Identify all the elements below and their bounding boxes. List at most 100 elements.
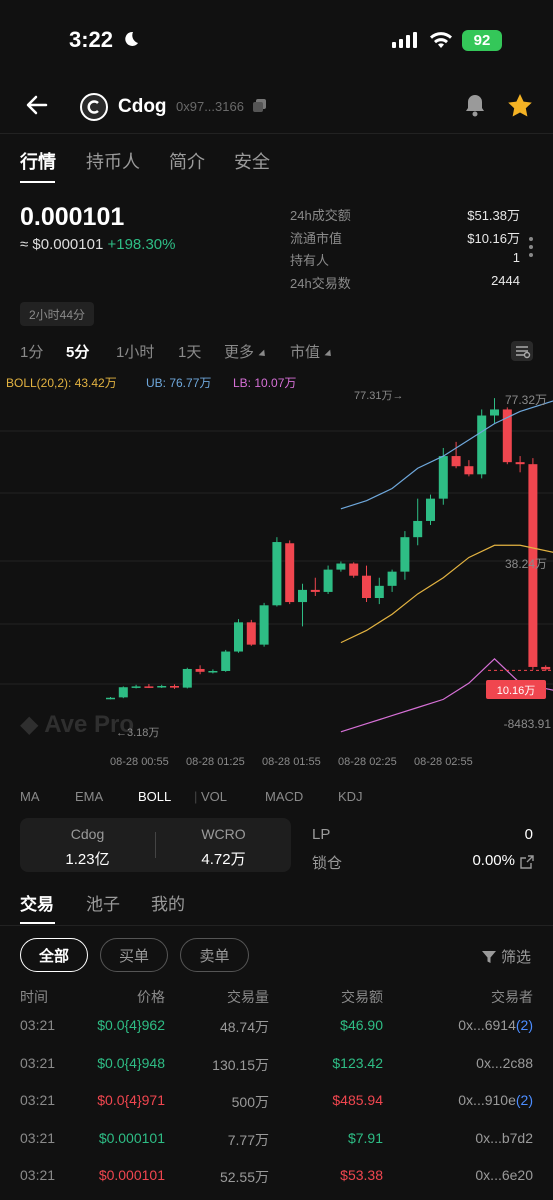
tab-security[interactable]: 安全	[234, 152, 270, 172]
filter-button[interactable]: 筛选	[482, 946, 531, 967]
lp-value: 0	[524, 826, 533, 843]
header-amount: 交易额	[341, 989, 383, 1005]
liquidity-separator	[155, 832, 156, 858]
candle-up	[336, 563, 346, 570]
tab-mine[interactable]: 我的	[151, 895, 185, 914]
star-icon[interactable]	[506, 92, 534, 120]
candle-up	[272, 542, 282, 606]
trade-price: $0.0{4}962	[97, 1017, 165, 1033]
candle-down	[515, 462, 525, 465]
status-time: 3:22	[69, 27, 114, 52]
candle-up	[259, 605, 269, 645]
signal-icon	[392, 32, 417, 48]
x-axis-label-2: 08-28 01:25	[186, 756, 245, 768]
tab-pools[interactable]: 池子	[86, 895, 120, 914]
boll-lower-band	[340, 658, 553, 733]
tab-market[interactable]: 行情	[20, 152, 56, 172]
liquidity-pair-name: WCRO	[201, 826, 246, 842]
interval-mcap[interactable]: 市值	[290, 341, 334, 362]
bell-icon[interactable]	[462, 92, 488, 118]
trade-time: 03:21	[20, 1092, 56, 1108]
tab-intro[interactable]: 简介	[169, 152, 205, 172]
candle-down	[246, 622, 256, 645]
trade-trader[interactable]: 0x...6e20	[475, 1167, 533, 1183]
stat-label-volume: 24h成交额	[290, 208, 351, 223]
trade-amount: $485.94	[332, 1092, 383, 1108]
trade-trader[interactable]: 0x...6914(2)	[458, 1017, 533, 1033]
boll-upper-band	[340, 400, 553, 510]
interval-5m[interactable]: 5分	[66, 344, 90, 361]
candle-down	[541, 666, 551, 670]
candle-down	[349, 563, 359, 576]
chart-settings-icon[interactable]	[510, 340, 534, 362]
trade-trader[interactable]: 0x...910e(2)	[458, 1092, 533, 1108]
token-name: Cdog	[118, 96, 167, 117]
candle-down	[464, 466, 474, 475]
filter-label: 筛选	[501, 949, 532, 966]
external-link-icon[interactable]	[520, 855, 534, 869]
indicator-macd[interactable]: MACD	[265, 789, 304, 804]
lock-label: 锁仓	[312, 855, 343, 872]
more-dots-icon[interactable]	[528, 236, 534, 258]
x-axis-label-4: 08-28 02:25	[338, 756, 397, 768]
trade-time: 03:21	[20, 1130, 56, 1146]
trade-time: 03:21	[20, 1055, 56, 1071]
interval-more[interactable]: 更多	[224, 341, 268, 362]
indicator-separator: |	[194, 789, 198, 804]
candle-up	[426, 498, 435, 521]
trade-amount: $123.42	[332, 1055, 383, 1071]
indicator-vol[interactable]: | VOL	[194, 789, 227, 804]
candle-up	[208, 671, 218, 673]
current-price: 0.000101	[20, 203, 125, 231]
high-annotation: 77.31万→	[354, 390, 404, 402]
liquidity-box: Cdog 1.23亿 WCRO 4.72万	[20, 818, 291, 872]
interval-more-label: 更多	[224, 344, 255, 361]
stat-label-mcap: 流通市值	[290, 231, 343, 246]
trade-amount: $53.38	[340, 1167, 383, 1183]
header-trader: 交易者	[491, 989, 533, 1005]
contract-address: 0x97...3166	[176, 99, 244, 114]
interval-1d[interactable]: 1天	[178, 344, 202, 361]
copy-icon[interactable]	[253, 99, 266, 112]
filter-buy[interactable]: 买单	[100, 938, 168, 972]
indicator-ema[interactable]: EMA	[75, 789, 104, 804]
candle-down	[170, 686, 179, 688]
interval-1m[interactable]: 1分	[20, 344, 44, 361]
trade-trader[interactable]: 0x...b7d2	[475, 1130, 533, 1146]
trader-address: 0x...2c88	[476, 1055, 533, 1071]
trade-time: 03:21	[20, 1167, 56, 1183]
header-price: 价格	[137, 989, 165, 1005]
y-axis-label-top: 77.32万	[504, 393, 547, 407]
header-divider	[0, 133, 553, 134]
trade-amount: $46.90	[340, 1017, 383, 1033]
indicator-ma[interactable]: MA	[20, 789, 40, 804]
candle-up	[221, 651, 231, 672]
liquidity-pair-value: 4.72万	[201, 851, 246, 868]
liquidity-token-name: Cdog	[70, 826, 105, 842]
candlestick-chart[interactable]	[0, 386, 553, 776]
indicator-kdj[interactable]: KDJ	[338, 789, 363, 804]
tab-trades[interactable]: 交易	[20, 895, 54, 914]
back-arrow-icon[interactable]	[24, 92, 50, 118]
candle-up	[298, 589, 307, 603]
filter-sell[interactable]: 卖单	[180, 938, 249, 972]
indicator-vol-label: VOL	[201, 789, 228, 804]
interval-mcap-label: 市值	[290, 344, 321, 361]
candle-down	[362, 575, 371, 599]
trade-qty: 48.74万	[219, 1019, 269, 1035]
lower-tab-underline	[20, 922, 55, 924]
candle-up	[106, 697, 115, 700]
filter-all[interactable]: 全部	[20, 938, 88, 972]
watermark-logo: ◆ Ave Pro	[20, 711, 135, 738]
ub-legend: UB: 76.77万	[146, 376, 212, 390]
tab-holders[interactable]: 持币人	[86, 152, 140, 172]
candle-up	[400, 537, 410, 572]
indicator-boll[interactable]: BOLL	[138, 789, 172, 804]
lock-value: 0.00%	[472, 852, 515, 869]
candle-up	[374, 585, 384, 599]
tab-underline	[20, 181, 55, 183]
interval-1h[interactable]: 1小时	[116, 344, 155, 361]
boll-legend: BOLL(20,2): 43.42万	[6, 376, 117, 390]
trade-trader[interactable]: 0x...2c88	[476, 1055, 533, 1071]
candle-up	[234, 622, 243, 652]
